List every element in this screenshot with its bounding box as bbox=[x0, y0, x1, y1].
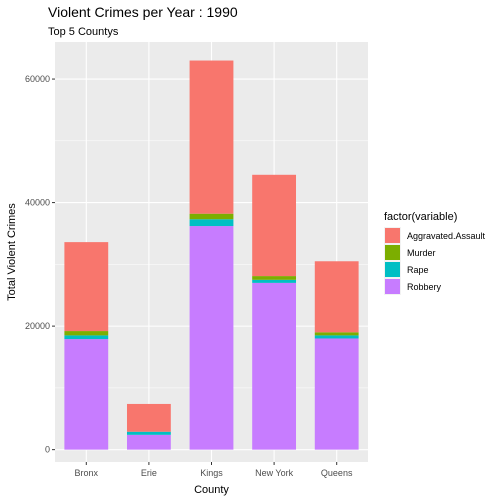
bar-segment bbox=[189, 226, 234, 450]
x-axis-title: County bbox=[194, 484, 229, 496]
legend-title: factor(variable) bbox=[384, 211, 457, 223]
chart-subtitle: Top 5 Countys bbox=[48, 26, 119, 38]
bar-segment bbox=[252, 279, 297, 283]
bar-segment bbox=[252, 174, 297, 277]
legend-swatch bbox=[385, 279, 400, 294]
bar-segment bbox=[314, 332, 359, 336]
bar-segment bbox=[126, 431, 171, 435]
x-axis: Bronx Erie Kings New York Queens bbox=[75, 462, 353, 478]
bar-segment bbox=[189, 60, 234, 214]
legend-swatch bbox=[385, 262, 400, 277]
legend-label: Murder bbox=[407, 248, 436, 258]
legend-label: Aggravated.Assault bbox=[407, 231, 486, 241]
x-tick-label: Kings bbox=[200, 468, 223, 478]
bar-segment bbox=[314, 261, 359, 333]
y-axis: 0 20000 40000 60000 bbox=[25, 74, 55, 455]
legend-label: Rape bbox=[407, 265, 429, 275]
y-tick-label: 60000 bbox=[25, 74, 50, 84]
bar-segment bbox=[126, 403, 171, 432]
bar-segment bbox=[314, 338, 359, 450]
bar-segment bbox=[126, 434, 171, 450]
bar-segment bbox=[314, 335, 359, 339]
x-tick-label: Queens bbox=[321, 468, 353, 478]
y-tick-label: 0 bbox=[45, 445, 50, 455]
x-tick-label: New York bbox=[255, 468, 294, 478]
y-tick-label: 40000 bbox=[25, 198, 50, 208]
bars bbox=[64, 60, 359, 450]
x-tick-label: Bronx bbox=[75, 468, 99, 478]
legend-label: Robbery bbox=[407, 282, 442, 292]
legend-swatch bbox=[385, 228, 400, 243]
bar-segment bbox=[64, 331, 109, 336]
bar-segment bbox=[252, 276, 297, 280]
bar-segment bbox=[252, 282, 297, 450]
bar-segment bbox=[64, 335, 109, 340]
x-tick-label: Erie bbox=[141, 468, 157, 478]
chart-title: Violent Crimes per Year : 1990 bbox=[48, 4, 238, 20]
bar-segment bbox=[189, 219, 234, 227]
bar-segment bbox=[189, 213, 234, 220]
bar-segment bbox=[64, 339, 109, 450]
bar-segment bbox=[64, 242, 109, 332]
legend-swatch bbox=[385, 245, 400, 260]
legend: Aggravated.Assault Murder Rape Robbery bbox=[384, 227, 486, 295]
y-axis-title: Total Violent Crimes bbox=[6, 203, 18, 301]
y-tick-label: 20000 bbox=[25, 321, 50, 331]
